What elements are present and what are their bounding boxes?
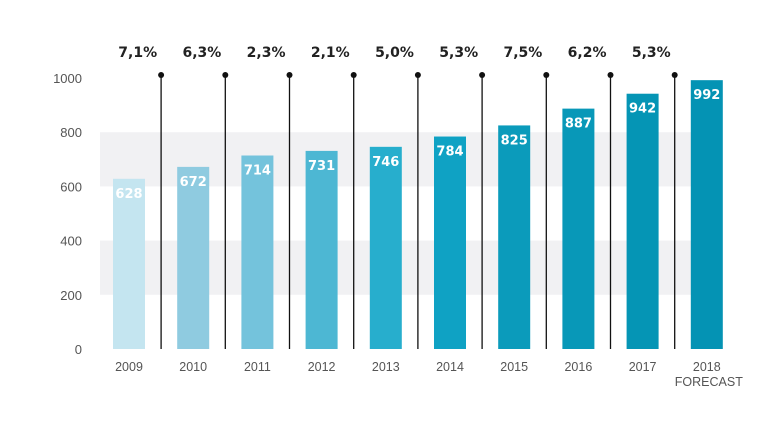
growth-marker-dot	[158, 72, 165, 78]
x-tick-label: 2012	[308, 360, 336, 374]
bar-value-label: 784	[436, 145, 463, 160]
growth-rate-label: 5,3%	[439, 45, 478, 61]
bar-2011	[241, 155, 274, 349]
y-tick-label: 600	[60, 179, 82, 194]
growth-markers: 7,1% 6,3% 2,3% 2,1% 5,0% 5,3% 7,5% 6,2% 5,3%	[118, 45, 678, 349]
growth-marker-dot	[414, 72, 421, 78]
bar-value-label: 746	[372, 155, 399, 170]
x-tick-label: 2015	[500, 360, 528, 374]
growth-rate-label: 2,1%	[311, 45, 350, 61]
growth-rate-label: 5,3%	[632, 45, 671, 61]
bar-value-label: 628	[115, 187, 142, 202]
x-axis-labels: 2009 2010 2011 2012 2013 2014 2015 2016 2017 2018…	[115, 360, 743, 389]
growth-rate-label: 6,2%	[568, 45, 607, 61]
bar-value-label: 731	[308, 159, 335, 174]
bar-value-label: 825	[501, 133, 528, 148]
x-tick-label: 2009	[115, 360, 143, 374]
bar-value-label: 714	[244, 164, 271, 179]
bar-value-label: 672	[180, 175, 207, 190]
bar-2016	[562, 108, 595, 349]
x-tick-label: 2017	[629, 360, 657, 374]
growth-rate-label: 7,5%	[503, 45, 542, 61]
x-tick-label: 2016	[564, 360, 592, 374]
bar-value-label: 992	[693, 88, 720, 103]
bar-2015	[498, 125, 531, 349]
x-tick-label: 2018	[693, 360, 721, 374]
growth-rate-label: 5,0%	[375, 45, 414, 61]
bar-2012	[305, 150, 338, 349]
growth-marker-dot	[286, 72, 293, 78]
growth-rate-label: 2,3%	[247, 45, 286, 61]
bar-2014	[434, 136, 466, 349]
bar-value-label: 887	[565, 117, 592, 132]
bar-2009	[113, 178, 145, 349]
y-axis-ticks: 0 200 400 600 800 1000	[53, 71, 82, 357]
bar-2017	[626, 93, 659, 349]
growth-marker-dot	[671, 72, 678, 78]
x-tick-label: 2013	[372, 360, 400, 374]
bar-2013	[369, 146, 402, 349]
x-tick-sublabel: FORECAST	[675, 375, 743, 389]
growth-rate-label: 6,3%	[182, 45, 221, 61]
x-tick-label: 2010	[179, 360, 207, 374]
bars: 628 672 714 731 746 784 825 887 942 992	[113, 80, 723, 349]
x-tick-label: 2014	[436, 360, 464, 374]
y-tick-label: 200	[60, 288, 82, 303]
growth-marker-dot	[543, 72, 550, 78]
growth-marker-dot	[479, 72, 486, 78]
y-tick-label: 800	[60, 125, 82, 140]
bar-value-label: 942	[629, 102, 656, 117]
y-tick-label: 1000	[53, 71, 82, 86]
growth-marker-dot	[222, 72, 229, 78]
y-tick-label: 400	[60, 234, 82, 249]
bar-2010	[177, 166, 210, 349]
growth-rate-label: 7,1%	[118, 45, 157, 61]
x-tick-label: 2011	[244, 360, 271, 374]
y-tick-label: 0	[75, 342, 82, 357]
bar-2018	[690, 80, 723, 349]
growth-marker-dot	[607, 72, 614, 78]
growth-marker-dot	[350, 72, 357, 78]
